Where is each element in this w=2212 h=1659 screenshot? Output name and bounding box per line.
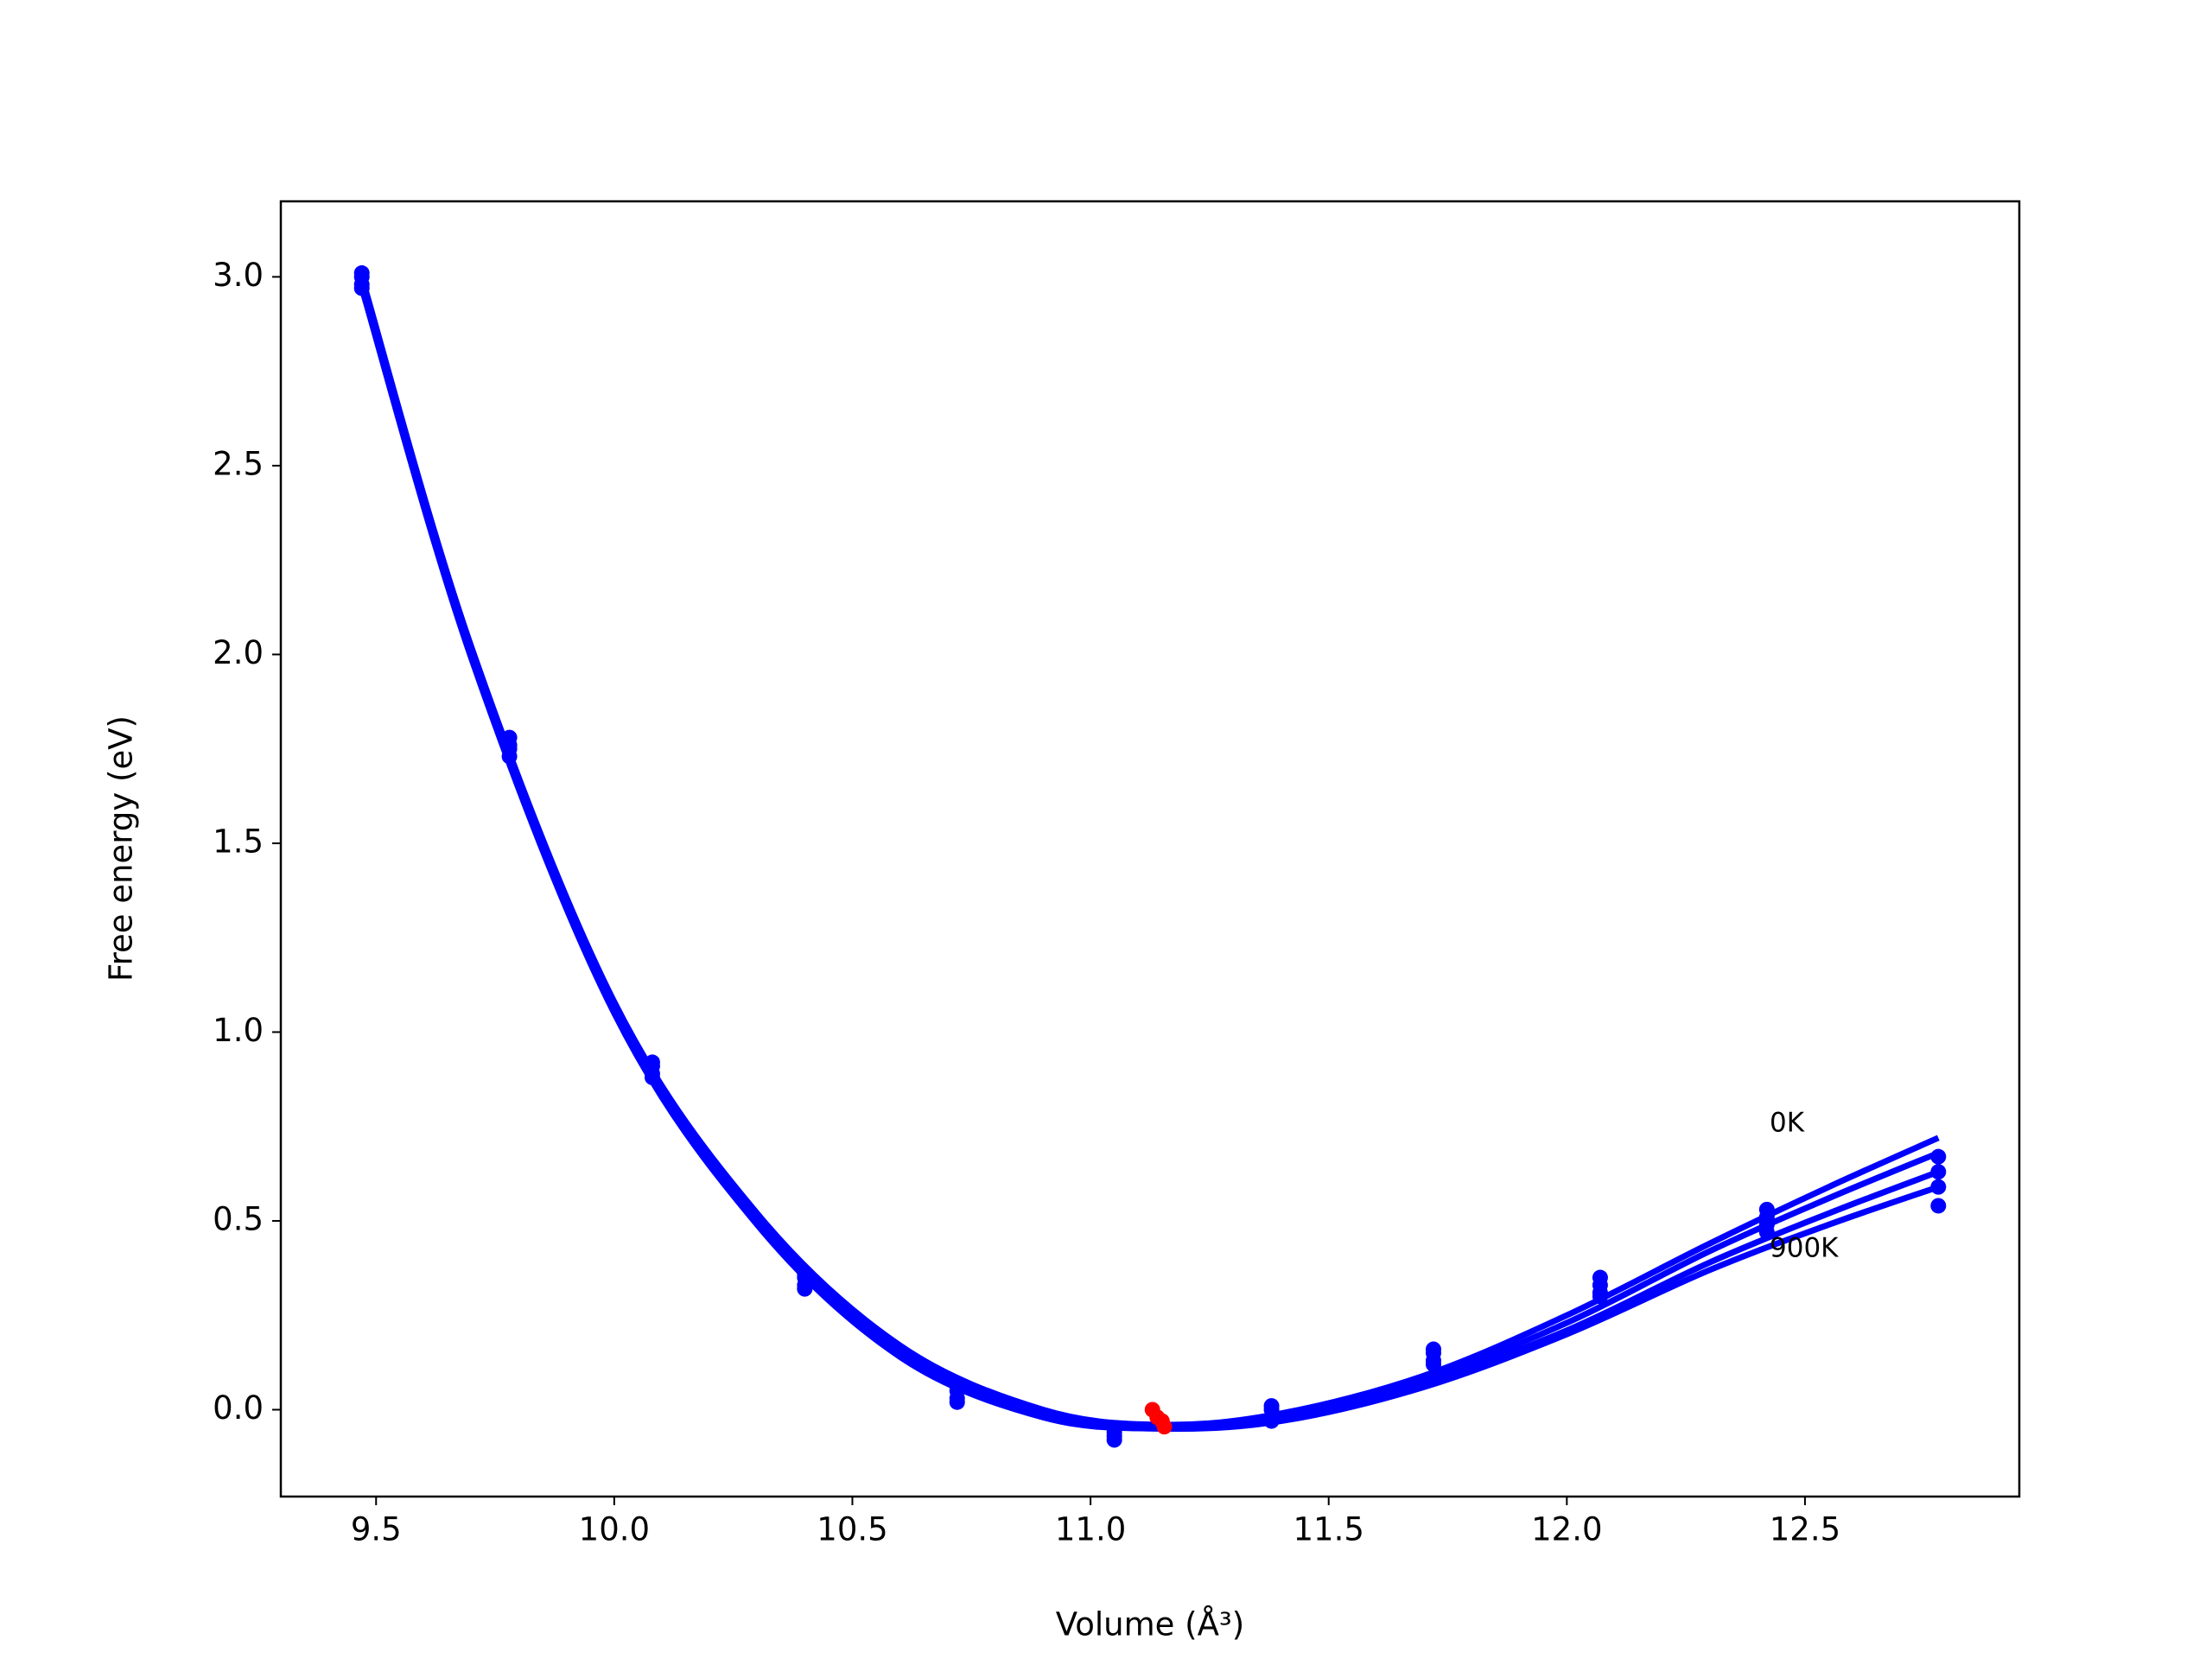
y-tick-label: 1.0	[213, 1012, 264, 1049]
fit-curve	[359, 287, 1940, 1432]
x-tick-label: 10.5	[817, 1511, 887, 1548]
data-point	[1930, 1164, 1947, 1180]
data-point	[1930, 1198, 1947, 1214]
x-tick-label: 11.5	[1294, 1511, 1364, 1548]
y-tick-label: 3.0	[213, 257, 264, 294]
data-point	[644, 1069, 660, 1085]
x-axis-label: Volume (Å³)	[1056, 1605, 1244, 1643]
x-tick-label: 9.5	[351, 1511, 402, 1548]
data-point	[1425, 1357, 1441, 1373]
x-tick-label: 10.0	[579, 1511, 650, 1548]
data-point	[1156, 1419, 1173, 1435]
annotation: 0K	[1770, 1108, 1805, 1139]
data-point	[1106, 1432, 1122, 1448]
y-tick-label: 2.0	[213, 634, 264, 671]
y-tick-label: 0.0	[213, 1389, 264, 1427]
y-axis-label: Free energy (eV)	[103, 715, 140, 982]
y-tick-label: 2.5	[213, 445, 264, 482]
data-point	[797, 1281, 813, 1297]
x-tick-label: 11.0	[1055, 1511, 1126, 1548]
data-point	[1758, 1224, 1775, 1241]
data-point	[1930, 1148, 1947, 1165]
data-point	[1263, 1413, 1280, 1429]
data-point	[353, 280, 370, 296]
data-point	[501, 748, 518, 765]
x-tick-label: 12.0	[1531, 1511, 1602, 1548]
annotation: 900K	[1770, 1233, 1839, 1264]
plot-area	[353, 265, 1947, 1448]
y-tick-label: 1.5	[213, 823, 264, 860]
y-tick-label: 0.5	[213, 1200, 264, 1237]
data-point	[949, 1394, 965, 1410]
x-tick-label: 12.5	[1770, 1511, 1840, 1548]
data-point	[1592, 1288, 1608, 1305]
data-point	[1930, 1179, 1947, 1195]
plot-frame	[279, 200, 2021, 1498]
